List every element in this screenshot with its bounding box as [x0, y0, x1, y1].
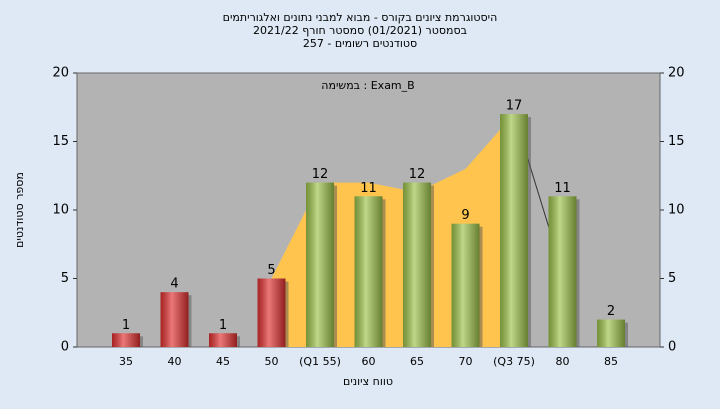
bar-shade — [160, 292, 189, 347]
y2-tick-label: 15 — [668, 134, 685, 149]
value-label: 9 — [461, 208, 469, 223]
chart-subtitle: סטודנטים רשומים - 257 — [303, 37, 417, 50]
bar-shade — [500, 114, 528, 347]
y2-tick-label: 5 — [668, 271, 676, 286]
x-tick-label: 40 — [168, 355, 182, 368]
y-tick-label: 0 — [61, 340, 69, 355]
value-label: 17 — [506, 99, 523, 114]
bar-shade — [597, 319, 625, 347]
bar-shade — [306, 182, 334, 347]
bar-shade — [354, 196, 383, 347]
y2-tick-label: 20 — [668, 66, 685, 81]
y-tick-label: 10 — [52, 203, 69, 218]
value-label: 12 — [312, 167, 329, 182]
value-label: 4 — [170, 277, 178, 292]
x-axis-label: טווח ציונים — [343, 375, 393, 388]
x-tick-label: 80 — [556, 355, 570, 368]
value-label: 11 — [360, 181, 377, 196]
annotation: במשימה : Exam_B — [321, 79, 414, 92]
bar-shade — [451, 223, 480, 347]
value-label: 1 — [122, 318, 130, 333]
x-tick-label: (Q3 75) — [493, 355, 535, 368]
y-axis-label: מספר סטודנטים — [13, 172, 26, 248]
value-label: 1 — [219, 318, 227, 333]
bar-shade — [548, 196, 577, 347]
x-tick-label: 50 — [265, 355, 279, 368]
y2-tick-label: 0 — [668, 340, 676, 355]
value-label: 2 — [607, 304, 615, 319]
y-tick-label: 5 — [61, 271, 69, 286]
bar-shade — [257, 278, 286, 347]
bar-shade — [209, 333, 237, 347]
y2-tick-label: 10 — [668, 203, 685, 218]
bar-shade — [403, 182, 431, 347]
value-label: 12 — [409, 167, 426, 182]
value-label: 11 — [554, 181, 571, 196]
x-tick-label: 85 — [604, 355, 618, 368]
x-tick-label: (Q1 55) — [299, 355, 341, 368]
chart-title: היסטוגרמת ציונים בקורס - מבוא למבני נתונ… — [223, 11, 498, 24]
x-tick-label: 65 — [410, 355, 424, 368]
x-tick-label: 45 — [216, 355, 230, 368]
x-tick-label: 60 — [362, 355, 376, 368]
value-label: 5 — [267, 263, 275, 278]
x-tick-label: 35 — [119, 355, 133, 368]
y-tick-label: 20 — [52, 66, 69, 81]
chart-subtitle: בסמסטר (01/2021) סמסטר חורף 2021/22 — [253, 24, 467, 37]
x-tick-label: 70 — [459, 355, 473, 368]
bar-shade — [112, 333, 140, 347]
y-tick-label: 15 — [52, 134, 69, 149]
